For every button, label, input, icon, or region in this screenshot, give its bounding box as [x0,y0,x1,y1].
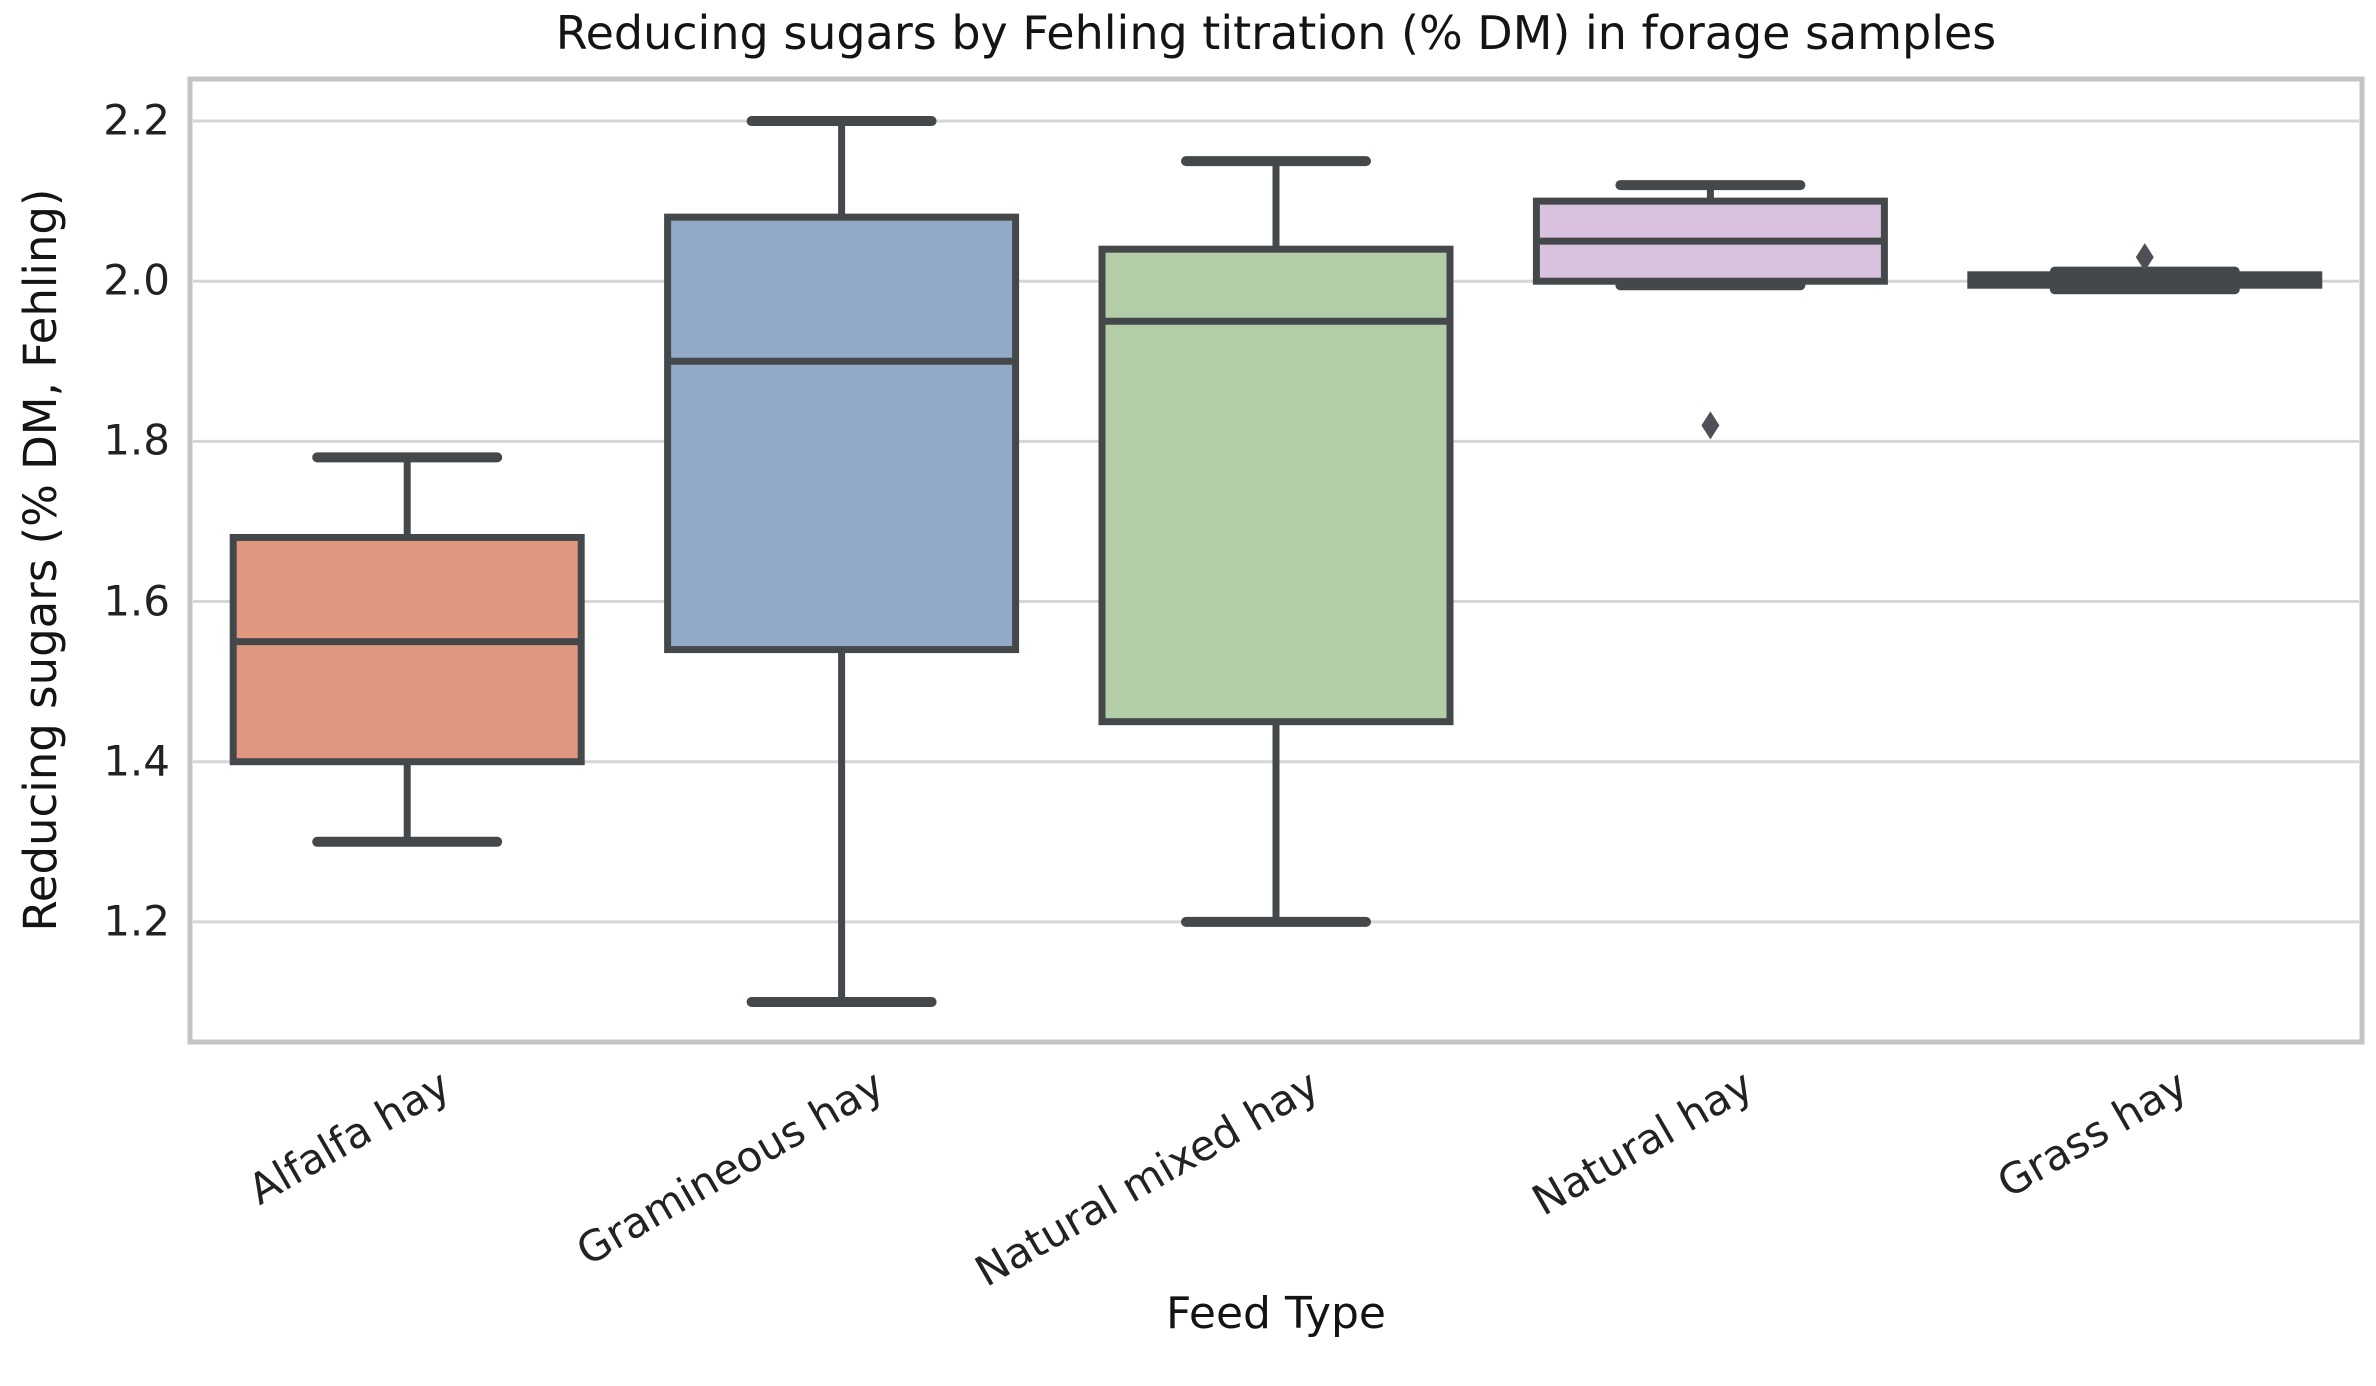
y-tick-label-2.0: 2.0 [103,255,170,305]
x-axis-title: Feed Type [1165,1288,1387,1339]
box-rect [1098,245,1454,726]
box-group-natural-mixed-hay [1098,156,1454,927]
chart-title: Reducing sugars by Fehling titration (% … [555,6,1997,60]
box-group-alfalfa-hay [229,452,585,847]
box-group-natural-hay [1532,180,1888,440]
y-tick-label-1.6: 1.6 [103,576,170,626]
y-tick-label-1.2: 1.2 [103,896,170,946]
box-group-gramineous-hay [664,116,1020,1007]
box-rect [229,533,585,766]
y-tick-label-1.8: 1.8 [103,415,170,465]
outlier-marker [1701,411,1720,440]
y-tick-label-1.4: 1.4 [103,736,170,786]
plot-frame [187,76,2365,1045]
y-tick-label-2.2: 2.2 [103,95,170,145]
box-group-grass-hay [1967,243,2323,295]
box-rect [664,213,1020,654]
outlier-marker [2135,243,2154,272]
